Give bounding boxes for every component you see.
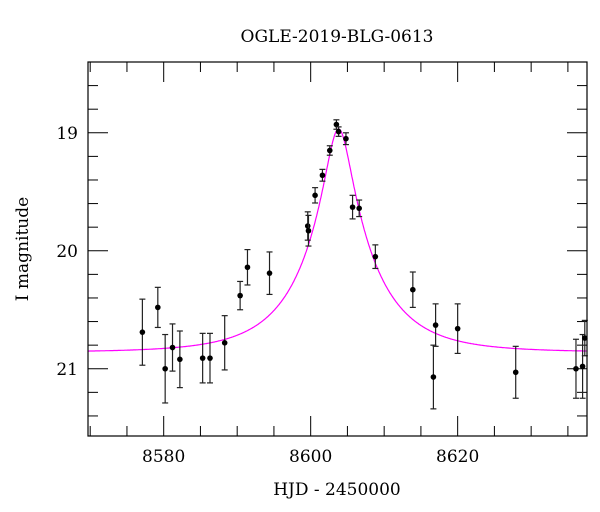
data-marker — [432, 322, 439, 328]
data-point — [409, 271, 416, 309]
data-marker — [356, 205, 362, 212]
data-marker — [244, 264, 251, 271]
data-point — [372, 244, 379, 270]
data-marker — [305, 227, 312, 234]
data-marker — [573, 365, 579, 372]
data-point — [221, 315, 228, 371]
data-point — [244, 248, 251, 286]
data-point — [266, 251, 273, 296]
data-marker — [266, 270, 273, 276]
data-marker — [430, 374, 437, 380]
x-tick-label: 8580 — [142, 447, 185, 467]
data-marker — [162, 365, 168, 372]
data-point — [356, 199, 363, 218]
data-point — [176, 330, 183, 389]
data-marker — [237, 292, 243, 299]
data-marker — [512, 369, 519, 376]
data-point — [312, 187, 319, 204]
data-marker — [199, 355, 206, 361]
y-tick-label: 20 — [56, 242, 78, 262]
data-point — [305, 214, 312, 247]
data-point — [139, 298, 146, 366]
data-points — [139, 119, 588, 410]
data-marker — [169, 344, 176, 351]
data-point — [326, 145, 333, 156]
chart-title: OGLE-2019-BLG-0613 — [241, 27, 434, 47]
data-marker — [454, 325, 461, 332]
data-point — [512, 345, 519, 399]
data-point — [454, 303, 461, 355]
model-curve-group — [88, 128, 587, 352]
data-marker — [304, 223, 311, 229]
data-marker — [221, 339, 228, 346]
data-point — [206, 332, 213, 384]
data-point — [319, 168, 326, 182]
data-marker — [581, 335, 588, 341]
y-axis-label: I magnitude — [13, 197, 33, 301]
data-point — [162, 333, 169, 404]
model-curve — [88, 128, 587, 352]
y-tick-label: 19 — [56, 124, 78, 144]
plot-frame — [87, 61, 588, 437]
data-marker — [155, 304, 161, 311]
x-tick-label: 8620 — [436, 447, 479, 467]
data-marker — [349, 204, 356, 210]
data-marker — [139, 329, 146, 335]
x-tick-label: 8600 — [289, 447, 332, 467]
data-marker — [326, 147, 333, 154]
data-marker — [343, 135, 349, 142]
data-point — [154, 286, 161, 329]
data-marker — [410, 286, 416, 293]
data-point — [304, 211, 311, 241]
axis-ticks: 19 20 21 8580 8600 8620 — [56, 61, 587, 467]
data-marker — [319, 172, 326, 179]
data-marker — [177, 356, 183, 363]
data-point — [333, 119, 340, 130]
data-marker — [333, 121, 340, 128]
data-marker — [579, 363, 586, 370]
data-marker — [312, 192, 318, 199]
data-marker — [335, 128, 342, 135]
data-point — [430, 344, 437, 410]
data-point — [335, 126, 342, 137]
data-point — [342, 132, 349, 146]
data-marker — [207, 355, 213, 361]
data-marker — [372, 253, 379, 260]
data-point — [237, 280, 244, 311]
y-tick-label: 21 — [56, 360, 78, 380]
data-point — [572, 338, 579, 399]
data-point — [349, 194, 356, 220]
data-point — [199, 332, 206, 384]
x-axis-label: HJD - 2450000 — [273, 480, 401, 500]
data-point — [432, 303, 439, 347]
data-point — [169, 323, 176, 372]
